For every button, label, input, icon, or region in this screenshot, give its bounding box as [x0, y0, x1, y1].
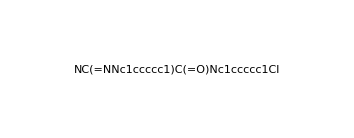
Text: NC(=NNc1ccccc1)C(=O)Nc1ccccc1Cl: NC(=NNc1ccccc1)C(=O)Nc1ccccc1Cl [74, 64, 280, 74]
